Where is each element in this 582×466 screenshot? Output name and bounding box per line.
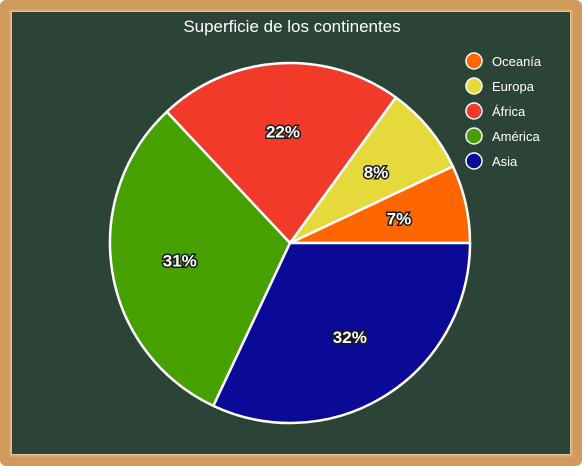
pie-slice-label: 31%	[163, 251, 197, 270]
pie-slice-label: 22%	[266, 123, 300, 142]
pie-slice-label: 8%	[364, 163, 389, 182]
legend-swatch	[466, 128, 482, 144]
legend-label: Oceanía	[492, 54, 542, 69]
legend-swatch	[466, 53, 482, 69]
pie-slice-label: 7%	[387, 210, 412, 229]
legend-label: América	[492, 129, 540, 144]
legend-swatch	[466, 153, 482, 169]
legend-swatch	[466, 78, 482, 94]
legend-label: Asia	[492, 154, 518, 169]
chart-title: Superficie de los continentes	[183, 17, 400, 36]
legend-label: África	[492, 104, 526, 119]
legend-swatch	[466, 103, 482, 119]
legend-label: Europa	[492, 79, 535, 94]
pie-slices	[110, 63, 470, 423]
chart-legend: Oceanía Europa África América Asia	[466, 53, 542, 169]
pie-slice-label: 32%	[333, 328, 367, 347]
